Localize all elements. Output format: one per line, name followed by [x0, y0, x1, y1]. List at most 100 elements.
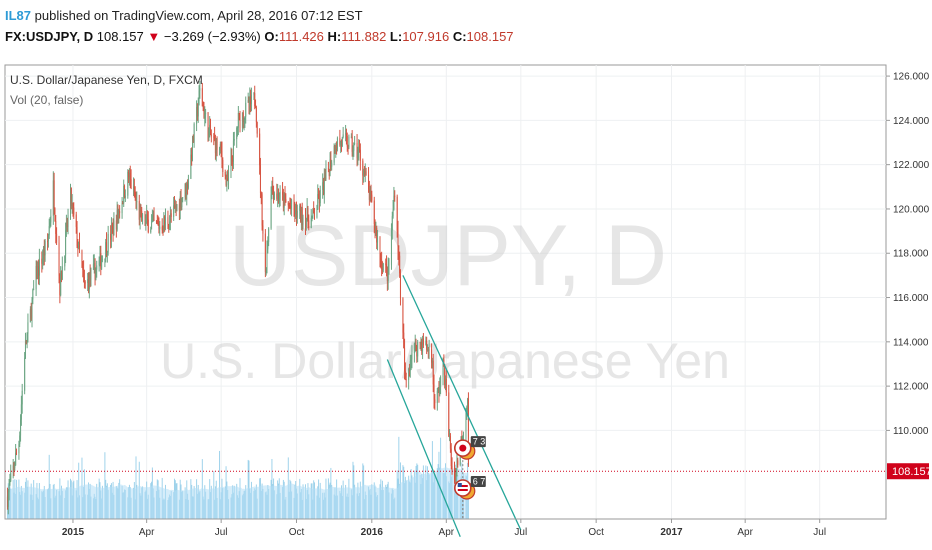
candle-body	[37, 266, 39, 279]
candle-body	[192, 136, 194, 143]
candle-body	[216, 138, 218, 150]
candle-body	[339, 138, 341, 145]
candle-body	[150, 229, 152, 233]
candle-body	[73, 207, 75, 215]
price-axis[interactable]: 126.000 124.000 122.000 120.000 118.000 116.0…	[886, 72, 930, 437]
candle-body	[381, 269, 383, 271]
candle-body	[84, 282, 86, 284]
candle-body	[290, 207, 292, 209]
candle-body	[463, 431, 465, 437]
candle-body	[277, 193, 279, 202]
candle-body	[386, 263, 388, 268]
candle-body	[404, 348, 406, 372]
candle-body	[110, 233, 112, 240]
candle-body	[174, 205, 176, 207]
candle-body	[193, 123, 195, 143]
candle-body	[128, 171, 130, 177]
candle-body	[403, 332, 405, 349]
candle-body	[421, 341, 423, 352]
candle-body	[52, 180, 54, 216]
channel-line	[386, 359, 461, 537]
candle-body	[359, 148, 361, 150]
candle-body	[375, 228, 377, 230]
candle-body	[239, 113, 241, 128]
candle-body	[173, 205, 175, 207]
symbol-label[interactable]: FX:USDJPY, D	[5, 29, 94, 44]
volume-legend[interactable]: Vol (20, false)	[10, 93, 83, 107]
volume-bar	[398, 436, 400, 519]
close-label: C:	[452, 29, 467, 44]
candle-body	[282, 194, 284, 208]
candle-body	[293, 199, 295, 210]
candle-body	[356, 142, 358, 159]
candle-body	[365, 171, 367, 175]
author-link[interactable]: IL87	[5, 8, 32, 23]
candle-body	[41, 258, 43, 264]
time-tick-label: Jul	[215, 527, 228, 538]
symbol-bar: FX:USDJPY, D 108.157 ▼ −3.269 (−2.93%) O…	[5, 29, 514, 44]
candle-body	[105, 242, 107, 259]
candle-body	[44, 240, 46, 256]
price-tick-label: 114.000	[893, 337, 929, 348]
candle-body	[38, 266, 40, 276]
candle-body	[260, 192, 262, 195]
candle-body	[197, 105, 199, 117]
candle-body	[255, 107, 257, 123]
candle-body	[159, 226, 161, 230]
candle-body	[130, 179, 132, 189]
price-tick-label: 110.000	[893, 426, 929, 437]
candle-body	[196, 107, 198, 117]
candle-body	[279, 191, 281, 201]
candle-body	[416, 350, 418, 357]
last-price-tag: 108.157	[887, 463, 932, 480]
candle-body	[316, 208, 318, 217]
candle-body	[79, 241, 81, 252]
candle-body	[173, 205, 175, 217]
candle-body	[181, 198, 183, 208]
candle-body	[94, 262, 96, 280]
candle-body	[341, 137, 343, 146]
volume-bar	[48, 454, 50, 519]
candle-body	[457, 460, 459, 465]
candle-body	[393, 195, 395, 210]
candle-body	[287, 202, 289, 206]
candle-body	[21, 390, 23, 405]
candle-body	[254, 93, 256, 107]
candle-body	[467, 398, 469, 411]
price-tick-label: 112.000	[893, 382, 929, 393]
candle-body	[124, 185, 126, 198]
candle-body	[364, 171, 366, 174]
candle-body	[396, 196, 398, 231]
candle-body	[89, 273, 91, 280]
candle-body	[156, 221, 158, 223]
price-change: −3.269 (−2.93%)	[163, 29, 261, 44]
marker-badge-bg	[470, 475, 486, 487]
candle-body	[12, 465, 14, 473]
series-legend[interactable]: U.S. Dollar/Japanese Yen, D, FXCM	[10, 73, 203, 87]
candle-body	[456, 460, 458, 469]
candle-body	[379, 237, 381, 259]
candle-body	[399, 273, 401, 299]
candle-body	[60, 271, 62, 296]
candle-body	[449, 436, 451, 438]
candle-body	[65, 222, 67, 231]
candle-body	[184, 183, 186, 198]
candle-body	[219, 147, 221, 150]
candle-body	[20, 419, 22, 436]
event-markers[interactable]: 7 3 6 7	[453, 436, 486, 519]
candle-body	[139, 209, 141, 220]
low-label: L:	[389, 29, 403, 44]
candle-body	[72, 203, 74, 208]
candle-body	[110, 225, 112, 240]
candle-body	[75, 214, 77, 227]
marker-badge-bg	[470, 436, 486, 448]
price-chart[interactable]: USDJPY, D U.S. Dollar/Japanese Yen 7 36 …	[0, 58, 932, 550]
candle-body	[95, 269, 97, 280]
candle-body	[312, 209, 314, 216]
candle-body	[278, 200, 280, 202]
candle-body	[146, 214, 148, 220]
candle-body	[133, 186, 135, 189]
time-axis[interactable]: 2015 Apr Jul Oct 2016 Apr Jul Oct 2017 Apr Jul	[62, 519, 826, 538]
candle-body	[313, 209, 315, 213]
trend-channel[interactable]	[386, 275, 522, 537]
